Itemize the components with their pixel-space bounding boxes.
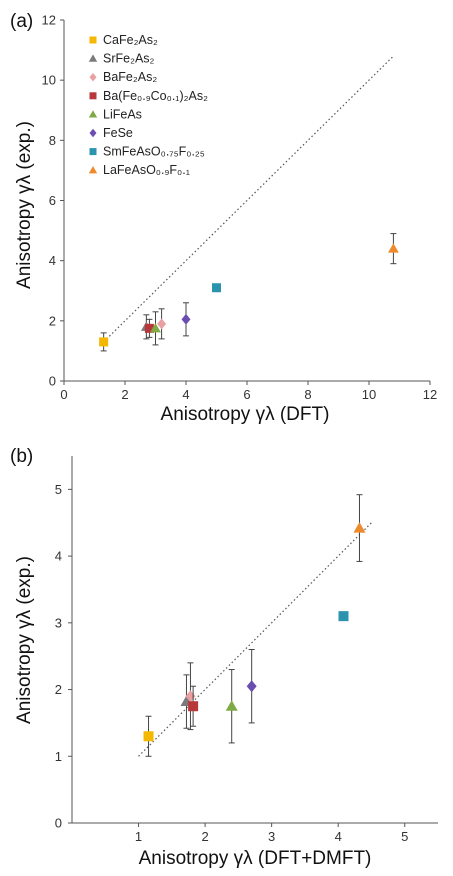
legend-marker-srfe2as2 bbox=[88, 54, 98, 62]
legend-marker-cafe2as2 bbox=[89, 36, 97, 44]
legend-marker-lafeaso bbox=[88, 166, 98, 174]
legend-label-cafe2as2: CaFe₂As₂ bbox=[103, 33, 158, 47]
panel-a-point-lifeas bbox=[150, 322, 161, 333]
panel-b-y-axis-label: Anisotropy γλ (exp.) bbox=[14, 556, 35, 724]
panel-b-x-tick-label: 1 bbox=[135, 829, 142, 844]
panel-a-y-tick-label: 0 bbox=[49, 374, 56, 389]
panel-a-y-tick-label: 4 bbox=[49, 253, 56, 268]
panel-b-y-tick-label: 0 bbox=[55, 816, 62, 831]
legend-label-lafeaso: LaFeAsO₀.₉F₀.₁ bbox=[103, 163, 190, 177]
panel-a-y-axis-label: Anisotropy γλ (exp.) bbox=[14, 121, 35, 289]
panel-a-y-tick-label: 10 bbox=[42, 73, 56, 88]
panel-a-point-lafeaso bbox=[388, 243, 399, 253]
panel-b-point-smfeaso bbox=[338, 611, 349, 622]
panel-a-point-fese bbox=[181, 313, 191, 325]
panel-a-point-bafe2as2 bbox=[157, 318, 167, 330]
panel-b-chart: (b) 1 2 3 4 5 0 1 2 3 4 5 Anisotropy γλ (exp.) Ani… bbox=[10, 446, 438, 869]
panel-b-x-axis-label: Anisotropy γλ (DFT+DMFT) bbox=[139, 848, 372, 869]
panel-b-point-lafeaso bbox=[353, 522, 366, 533]
panel-b-points bbox=[143, 494, 366, 757]
panel-a-x-tick-label: 0 bbox=[60, 387, 67, 402]
legend-label-smfeaso: SmFeAsO₀.₇₅F₀.₂₅ bbox=[103, 145, 205, 159]
legend-label-srfe2as2: SrFe₂As₂ bbox=[103, 52, 155, 66]
panel-b-x-tick-label: 5 bbox=[401, 829, 408, 844]
panel-b-x-tick-label: 3 bbox=[268, 829, 275, 844]
panel-b-y-tick-label: 1 bbox=[55, 749, 62, 764]
panel-a-chart: (a) 0 2 4 6 8 10 12 0 2 4 6 8 10 12 CaFe₂As₂ SrFe₂As₂ B… bbox=[10, 11, 437, 425]
panel-a-x-tick-label: 10 bbox=[362, 387, 376, 402]
panel-b-fit-line bbox=[138, 522, 372, 757]
panel-a-x-tick-label: 2 bbox=[121, 387, 128, 402]
panel-b-point-lifeas bbox=[225, 700, 238, 711]
panel-a-x-tick-label: 8 bbox=[304, 387, 311, 402]
legend-marker-fese bbox=[89, 128, 97, 138]
panel-a-x-tick-label: 12 bbox=[423, 387, 437, 402]
panel-b-y-tick-label: 4 bbox=[55, 549, 62, 564]
panel-b-ticks: 1 2 3 4 5 0 1 2 3 4 5 bbox=[55, 482, 409, 844]
panel-a-y-tick-label: 2 bbox=[49, 313, 56, 328]
panel-b-x-tick-label: 4 bbox=[335, 829, 342, 844]
panel-b-label: (b) bbox=[10, 446, 33, 467]
panel-a-x-tick-label: 6 bbox=[243, 387, 250, 402]
legend-marker-bafecoas2 bbox=[89, 92, 97, 100]
legend-label-lifeas: LiFeAs bbox=[103, 107, 142, 121]
panel-a-y-tick-label: 6 bbox=[49, 193, 56, 208]
panel-a-point-bafecoas2 bbox=[144, 323, 154, 333]
panel-b-y-tick-label: 2 bbox=[55, 682, 62, 697]
panel-a-points bbox=[99, 233, 399, 352]
panel-b-point-bafecoas2 bbox=[188, 701, 199, 712]
panel-b-point-cafe2as2 bbox=[143, 731, 154, 742]
legend-marker-smfeaso bbox=[89, 148, 97, 156]
panel-a-ticks: 0 2 4 6 8 10 12 0 2 4 6 8 10 12 bbox=[42, 13, 438, 403]
panel-a-x-tick-label: 4 bbox=[182, 387, 189, 402]
panel-b-axes bbox=[71, 456, 438, 824]
panel-b-x-tick-label: 2 bbox=[201, 829, 208, 844]
panel-a-label: (a) bbox=[10, 11, 33, 32]
panel-b-reference-line bbox=[138, 522, 372, 757]
legend-label-bafecoas2: Ba(Fe₀.₉Co₀.₁)₂As₂ bbox=[103, 89, 208, 103]
legend-label-fese: FeSe bbox=[103, 126, 133, 140]
panel-a-y-tick-label: 12 bbox=[42, 13, 56, 28]
panel-a-legend: CaFe₂As₂ SrFe₂As₂ BaFe₂As₂ Ba(Fe₀.₉Co₀.₁)₂A… bbox=[88, 33, 208, 177]
panel-b-y-tick-label: 5 bbox=[55, 482, 62, 497]
legend-marker-lifeas bbox=[88, 110, 98, 118]
panel-a-x-axis-label: Anisotropy γλ (DFT) bbox=[161, 404, 330, 425]
panel-b-point-fese bbox=[246, 680, 257, 693]
legend-marker-bafe2as2 bbox=[89, 73, 97, 82]
panel-b-y-tick-label: 3 bbox=[55, 615, 62, 630]
legend-label-bafe2as2: BaFe₂As₂ bbox=[103, 70, 157, 84]
panel-a-point-cafe2as2 bbox=[99, 337, 109, 347]
panel-a-y-tick-label: 8 bbox=[49, 133, 56, 148]
panel-a-point-smfeaso bbox=[212, 283, 221, 293]
